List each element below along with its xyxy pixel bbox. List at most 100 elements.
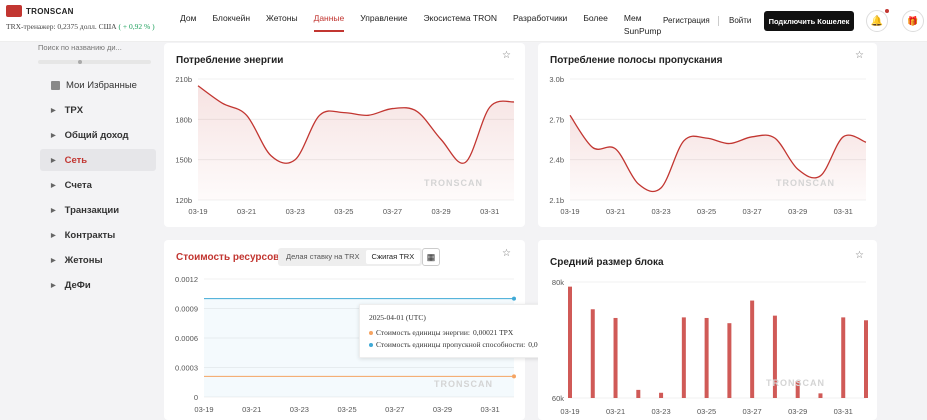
sidebar-item-label: Жетоны — [64, 254, 103, 266]
tooltip-date: 2025-04-01 (UTC) — [369, 313, 426, 322]
sidebar-scroll-indicator[interactable] — [38, 60, 151, 64]
caret-right-icon: ▶ — [51, 107, 56, 114]
bar — [864, 320, 868, 398]
tooltip-energy-value: 0,00021 TPX — [472, 328, 514, 337]
x-tick-label: 03-31 — [834, 207, 853, 216]
x-tick-label: 03-19 — [188, 207, 207, 216]
x-tick-label: 03-23 — [286, 207, 305, 216]
bar — [750, 300, 755, 398]
x-tick-label: 03-31 — [481, 405, 500, 414]
chart-tooltip: 2025-04-01 (UTC) Стоимость единицы энерг… — [359, 304, 571, 358]
search-input[interactable] — [38, 42, 154, 52]
card-title: Стоимость ресурсов — [176, 252, 280, 263]
nav-data[interactable]: Данные — [313, 13, 344, 38]
series-line — [569, 114, 867, 193]
energy-chart: 210b 180b 150b 120b 03-19 03-21 03-23 03-25 03-2… — [175, 75, 515, 216]
login-link[interactable]: Войти — [729, 16, 752, 25]
calendar-icon[interactable]: ▦ — [422, 248, 440, 266]
x-tick-label: 03-19 — [194, 405, 213, 414]
nav-governance[interactable]: Управление — [360, 13, 408, 23]
favorites-icon — [51, 80, 60, 90]
top-bar: TRONSCAN TRX-тренажер: 0,2375 долл. США … — [0, 0, 927, 42]
register-link[interactable]: Регистрация — [663, 16, 710, 25]
x-tick-label: 03-25 — [697, 407, 716, 416]
logo[interactable]: TRONSCAN — [6, 5, 74, 17]
watermark: TRONSCAN — [766, 378, 825, 388]
sidebar-item-transactions[interactable]: ▶ Транзакции — [40, 199, 156, 221]
gift-icon[interactable]: 🎁 — [902, 10, 924, 32]
watermark: TRONSCAN — [424, 178, 483, 188]
area-fill — [570, 115, 866, 200]
nav-meme-line1: Мем — [623, 13, 642, 23]
sidebar-item-trx[interactable]: ▶ TPX — [40, 99, 156, 121]
trx-price-label: TRX-тренажер: 0,2375 долл. США — [6, 22, 117, 31]
nav-meme-line2: SunPump — [623, 26, 662, 36]
bell-icon[interactable]: 🔔 — [866, 10, 888, 32]
sidebar-item-total-income[interactable]: ▶ Общий доход — [40, 124, 156, 146]
y-tick-label: 0.0012 — [175, 275, 198, 284]
bar — [772, 315, 777, 398]
x-tick-label: 03-25 — [697, 207, 716, 216]
caret-right-icon: ▶ — [51, 232, 56, 239]
watermark: TRONSCAN — [434, 379, 493, 389]
x-tick-label: 03-29 — [788, 407, 807, 416]
sidebar-item-tokens[interactable]: ▶ Жетоны — [40, 249, 156, 271]
connect-wallet-button[interactable]: Подключить Кошелек — [764, 11, 854, 31]
bar — [704, 317, 709, 398]
sidebar-item-accounts[interactable]: ▶ Счета — [40, 174, 156, 196]
area-fill — [198, 85, 514, 200]
nav-more[interactable]: Более — [583, 13, 608, 23]
sidebar-item-defi[interactable]: ▶ ДеФи — [40, 274, 156, 296]
nav-developers[interactable]: Разработчики — [512, 13, 568, 23]
tronscan-logo-icon — [6, 5, 22, 17]
card-title: Потребление полосы пропускания — [550, 55, 723, 66]
x-tick-label: 03-27 — [383, 207, 402, 216]
tab-stake-trx[interactable]: Делая ставку на TRX — [286, 252, 360, 261]
y-tick-label: 2.7b — [549, 115, 564, 124]
tooltip-energy-label: Стоимость единицы энергии: — [376, 328, 470, 337]
caret-right-icon: ▶ — [51, 257, 56, 264]
y-tick-label: 0.0003 — [175, 364, 198, 373]
watermark: TRONSCAN — [776, 178, 835, 188]
star-icon[interactable]: ☆ — [855, 250, 864, 261]
sidebar-item-label: TPX — [64, 104, 84, 116]
star-icon[interactable]: ☆ — [502, 248, 511, 259]
y-tick-label: 0.0009 — [175, 305, 198, 314]
series-point — [512, 374, 516, 379]
bandwidth-dot-icon — [369, 342, 373, 347]
x-tick-label: 03-31 — [834, 407, 853, 416]
sidebar-item-network[interactable]: ▶ Сеть — [40, 149, 156, 171]
sidebar-item-label: Мои Избранные — [66, 79, 137, 91]
sidebar-item-favorites[interactable]: Мои Избранные — [40, 74, 156, 96]
nav-home[interactable]: Дом — [180, 13, 197, 23]
nav-blockchain[interactable]: Блокчейн — [212, 13, 251, 23]
sidebar: Мои Избранные ▶ TPX ▶ Общий доход ▶ Сеть… — [0, 42, 160, 420]
tab-burn-trx[interactable]: Сжигая TRX — [365, 250, 421, 264]
x-tick-label: 03-29 — [788, 207, 807, 216]
tooltip-bandwidth-row: Стоимость единицы пропускной способности… — [369, 340, 561, 349]
y-tick-label: 0 — [194, 393, 198, 402]
y-tick-label: 80k — [552, 278, 564, 287]
star-icon[interactable]: ☆ — [502, 50, 511, 61]
y-tick-label: 180b — [175, 115, 192, 124]
nav-ecosystem[interactable]: Экосистема TRON — [423, 13, 497, 23]
tooltip-bandwidth-label: Стоимость единицы пропускной способности… — [376, 340, 526, 349]
x-tick-label: 03-27 — [743, 407, 762, 416]
y-tick-label: 2.4b — [549, 156, 564, 165]
x-tick-label: 03-25 — [334, 207, 353, 216]
scroll-thumb[interactable] — [78, 60, 82, 64]
sidebar-item-contracts[interactable]: ▶ Контракты — [40, 224, 156, 246]
trx-price-change: ( + 0,92 % ) — [118, 22, 155, 31]
x-tick-label: 03-25 — [337, 405, 356, 414]
x-tick-label: 03-19 — [560, 407, 579, 416]
header-divider — [718, 16, 719, 26]
nav-tokens[interactable]: Жетоны — [266, 13, 298, 23]
energy-consumption-card: Потребление энергии ☆ 210b 180b 150b 120b 03… — [164, 43, 525, 227]
tooltip-energy-row: Стоимость единицы энергии: 0,00021 TPX — [369, 328, 513, 337]
bar — [818, 393, 823, 398]
star-icon[interactable]: ☆ — [855, 50, 864, 61]
x-tick-label: 03-23 — [651, 207, 670, 216]
average-block-size-card: Средний размер блока ☆ 80k 60k 03-19 03-21 0… — [538, 240, 877, 420]
block-size-chart: 80k 60k 03-19 03-21 03-23 03-25 03-27 03-29 03-3… — [552, 278, 868, 416]
nav-meme[interactable]: Мем SunPump — [624, 12, 661, 38]
